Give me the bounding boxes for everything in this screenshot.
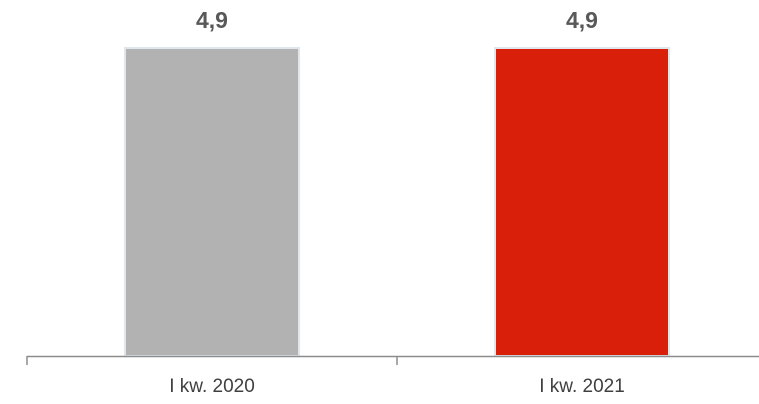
value-label-1: 4,9 (196, 7, 228, 33)
x-tick-label-1: I kw. 2020 (169, 376, 255, 397)
value-labels-group: 4,9 4,9 (196, 7, 598, 33)
x-tick-label-2: I kw. 2021 (539, 376, 625, 397)
x-axis-ticks-group (26, 356, 398, 365)
bar-2 (494, 47, 670, 357)
value-label-2: 4,9 (566, 7, 598, 33)
bar-1 (124, 47, 300, 357)
x-axis-tick-labels-group: I kw. 2020 I kw. 2021 (169, 376, 625, 397)
bars-group (124, 47, 670, 357)
